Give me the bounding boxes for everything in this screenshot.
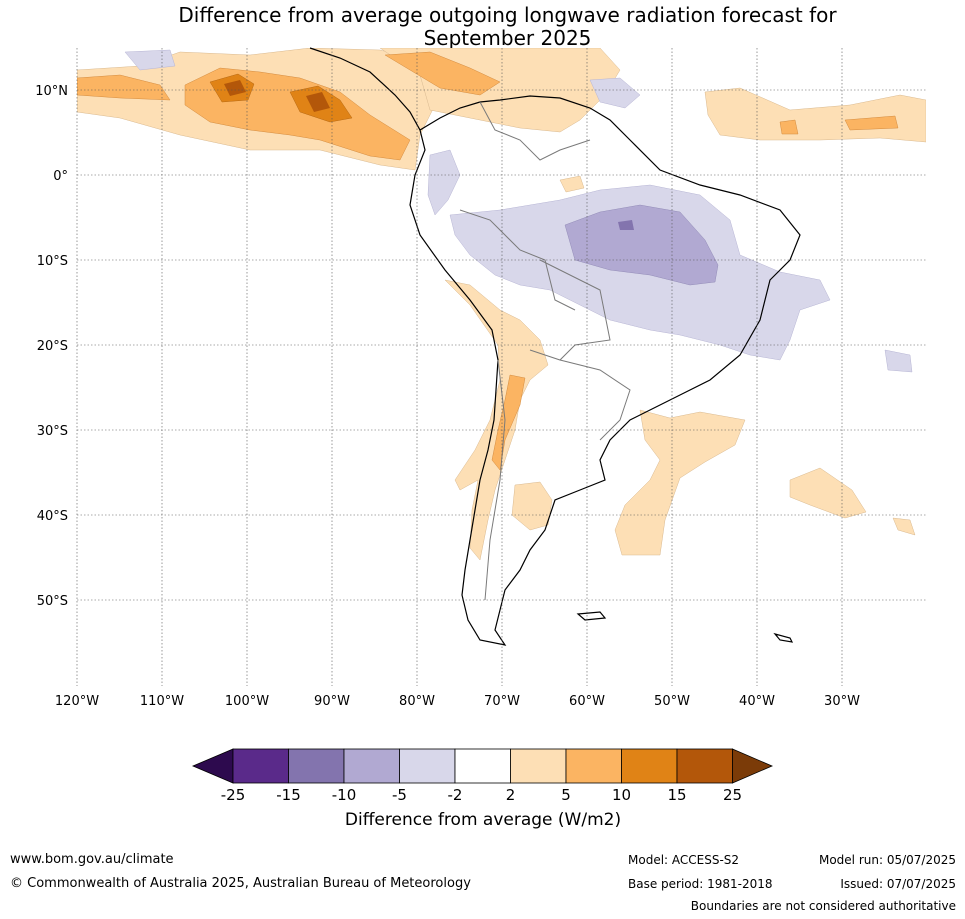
lat-label: 10°S (37, 254, 68, 269)
lat-label: 10°N (35, 84, 68, 99)
anomaly-region-north-pacific-band (124, 49, 176, 71)
colorbar-segment (343, 748, 400, 784)
footer-website[interactable]: www.bom.gov.au/climate (10, 852, 174, 867)
anomaly-shading (77, 48, 926, 561)
border-colombia-venezuela (479, 101, 591, 161)
anomaly-region-east-coast (884, 349, 913, 373)
anomaly-region-patagonia-east (511, 481, 553, 531)
lon-label: 60°W (569, 694, 605, 709)
anomaly-region-pacific-peak-west (224, 80, 246, 96)
map-title: Difference from average outgoing longwav… (0, 4, 965, 50)
colorbar-segment (621, 748, 678, 784)
border-peru-brazil (459, 209, 576, 311)
lon-label: 110°W (140, 694, 184, 709)
colorbar-segment (399, 748, 456, 784)
footer-issued: Issued: 07/07/2025 (840, 877, 956, 891)
lat-label: 40°S (37, 509, 68, 524)
anomaly-region-andes (444, 279, 549, 561)
colorbar-label: Difference from average (W/m2) (345, 810, 621, 830)
colorbar-extend-low (191, 748, 234, 784)
anomaly-region-amazon-moderate (564, 204, 719, 286)
colorbar-segment (232, 748, 289, 784)
anomaly-region-caribbean-medium (384, 51, 501, 96)
colorbar-segment (510, 748, 567, 784)
country-borders (459, 101, 631, 601)
colorbar-tick: 25 (723, 786, 742, 804)
anomaly-region-south-atlantic (614, 409, 746, 556)
lat-label: 50°S (37, 594, 68, 609)
anomaly-region-pacific-west-medium (77, 74, 171, 101)
colorbar-tick: -2 (448, 786, 463, 804)
footer-model: Model: ACCESS-S2 (628, 853, 740, 867)
anomaly-region-pacific-peak-east (306, 92, 330, 112)
colorbar-segment (565, 748, 622, 784)
colorbar-segment (288, 748, 345, 784)
lon-label: 90°W (314, 694, 350, 709)
coastlines (309, 47, 801, 646)
anomaly-region-andes-medium (491, 374, 526, 471)
colorbar-tick: 5 (561, 786, 571, 804)
central-america-coast (309, 47, 481, 131)
colorbar-segment (676, 748, 733, 784)
colorbar-tick: -25 (221, 786, 246, 804)
lon-label: 30°W (824, 694, 860, 709)
colorbar-tick: 15 (667, 786, 686, 804)
anomaly-region-atlantic-medium (779, 119, 799, 135)
footer-model-run: Model run: 05/07/2025 (818, 853, 956, 867)
colorbar (191, 748, 774, 784)
lat-label: 0° (53, 169, 68, 184)
anomaly-region-south-atlantic-east (789, 467, 867, 519)
lat-label: 30°S (37, 424, 68, 439)
lon-label: 70°W (484, 694, 520, 709)
anomaly-region-far-southeast (892, 517, 916, 536)
footer-boundaries-note: Boundaries are not considered authoritat… (690, 899, 956, 913)
lon-label: 100°W (225, 694, 269, 709)
anomaly-region-north-atlantic-band (589, 77, 641, 109)
anomaly-region-amazon-north (559, 175, 585, 193)
lon-label: 50°W (654, 694, 690, 709)
colorbar-tick: -15 (276, 786, 301, 804)
footer-copyright: © Commonwealth of Australia 2025, Austra… (10, 876, 471, 891)
colorbar-tick: -5 (392, 786, 407, 804)
anomaly-region-amazon-strong (618, 220, 634, 230)
anomaly-region-colombia (427, 149, 461, 216)
footer-base-period: Base period: 1981-2018 (628, 877, 773, 891)
lon-label: 80°W (399, 694, 435, 709)
border-argentina-chile (484, 359, 506, 601)
colorbar-tick: 2 (506, 786, 516, 804)
colorbar-segment (454, 748, 511, 784)
lat-label: 20°S (37, 339, 68, 354)
colorbar-tick: 10 (612, 786, 631, 804)
lon-label: 120°W (55, 694, 99, 709)
south-georgia (773, 632, 794, 643)
title-line-1: Difference from average outgoing longwav… (178, 3, 837, 27)
graticule (76, 48, 926, 686)
title-line-2: September 2025 (423, 26, 592, 50)
anomaly-region-atlantic-medium-east (844, 115, 899, 131)
colorbar-extend-high (732, 748, 774, 784)
lon-label: 40°W (739, 694, 775, 709)
falkland-islands (576, 611, 607, 621)
colorbar-tick: -10 (332, 786, 357, 804)
anomaly-region-atlantic-north (704, 87, 926, 143)
border-bolivia (529, 259, 611, 361)
border-paraguay-uruguay (559, 359, 631, 441)
south-america-coast (409, 95, 801, 646)
